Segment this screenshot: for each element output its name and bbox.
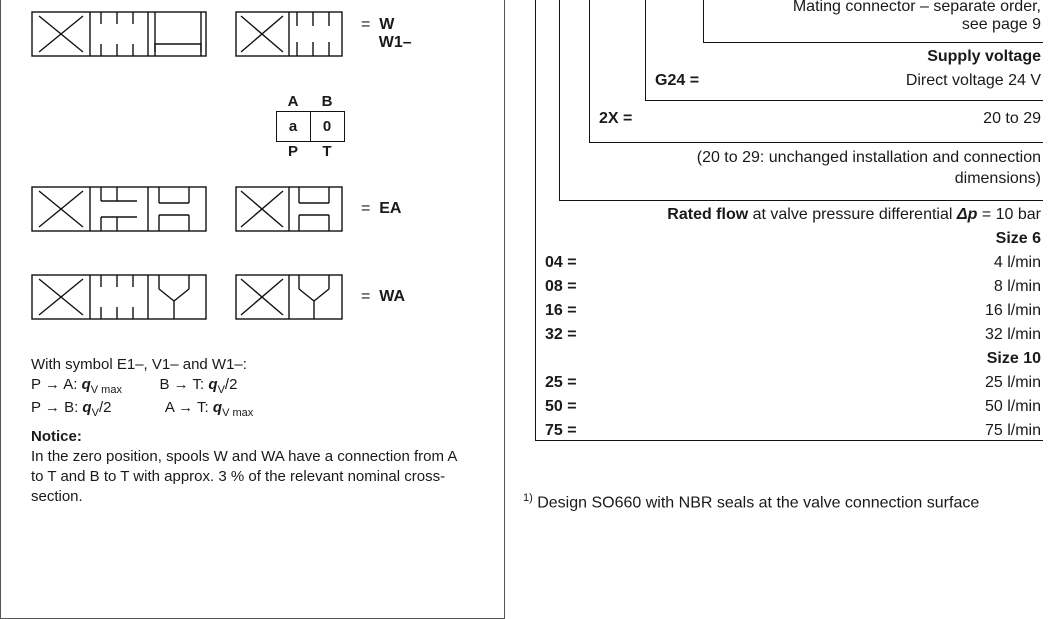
valve-symbol-wa-3pos: [31, 267, 207, 327]
right-column: Mating connector – separate order, see p…: [505, 0, 1060, 619]
flow-32-key: 32 =: [545, 326, 577, 344]
symbol-eq-w: = W W1–: [361, 16, 412, 52]
flow-line-1: P → A: qV max B → T: qV/2: [31, 375, 494, 398]
flow-04-val: 4 l/min: [715, 254, 1041, 272]
flow-line-2: P → B: qV/2 A → T: qV max: [31, 398, 494, 421]
size6-heading: Size 6: [715, 230, 1041, 248]
symbol-eq-ea: = EA: [361, 200, 401, 218]
flow-16-key: 16 =: [545, 302, 577, 320]
flow-25-val: 25 l/min: [715, 374, 1041, 392]
flow-75-val: 75 l/min: [715, 422, 1041, 440]
flow-50-val: 50 l/min: [715, 398, 1041, 416]
notice-text: In the zero position, spools W and WA ha…: [31, 447, 461, 506]
notice-heading: Notice:: [31, 427, 494, 447]
series-2x-key: 2X =: [599, 110, 632, 128]
valve-symbol-w-3pos: [31, 4, 207, 64]
flow-notes: With symbol E1–, V1– and W1–: P → A: qV …: [31, 355, 494, 507]
rated-flow-heading: Rated flow at valve pressure differentia…: [569, 206, 1041, 224]
valve-symbol-wa-2pos: [235, 267, 343, 327]
flow-25-key: 25 =: [545, 374, 577, 392]
symbol-row-w: = W W1–: [31, 4, 494, 64]
size10-heading: Size 10: [715, 350, 1041, 368]
symbol-row-ea: = EA: [31, 179, 494, 239]
port-label-block: AB a0 PT: [251, 92, 369, 161]
supply-voltage-heading: Supply voltage: [715, 48, 1041, 66]
flow-08-val: 8 l/min: [715, 278, 1041, 296]
supply-g24-val: Direct voltage 24 V: [715, 72, 1041, 90]
valve-symbol-ea-2pos: [235, 179, 343, 239]
series-2x-val: 20 to 29: [715, 110, 1041, 128]
symbol-row-wa: = WA: [31, 267, 494, 327]
flow-08-key: 08 =: [545, 278, 577, 296]
footnote-so660: 1) Design SO660 with NBR seals at the va…: [523, 492, 1043, 512]
series-2x-note: (20 to 29: unchanged installation and co…: [635, 148, 1041, 190]
left-column: = W W1– AB a0 PT: [0, 0, 505, 619]
flow-32-val: 32 l/min: [715, 326, 1041, 344]
flow-50-key: 50 =: [545, 398, 577, 416]
valve-symbol-w-2pos: [235, 4, 343, 64]
flow-75-key: 75 =: [545, 422, 577, 440]
flow-04-key: 04 =: [545, 254, 577, 272]
mating-connector-note: Mating connector – separate order, see p…: [705, 0, 1041, 34]
valve-symbol-ea-3pos: [31, 179, 207, 239]
supply-g24-key: G24 =: [655, 72, 699, 90]
symbol-eq-wa: = WA: [361, 288, 405, 306]
flow-notes-header: With symbol E1–, V1– and W1–:: [31, 355, 494, 375]
flow-16-val: 16 l/min: [715, 302, 1041, 320]
ordering-key-ladder: Mating connector – separate order, see p…: [515, 0, 1044, 460]
